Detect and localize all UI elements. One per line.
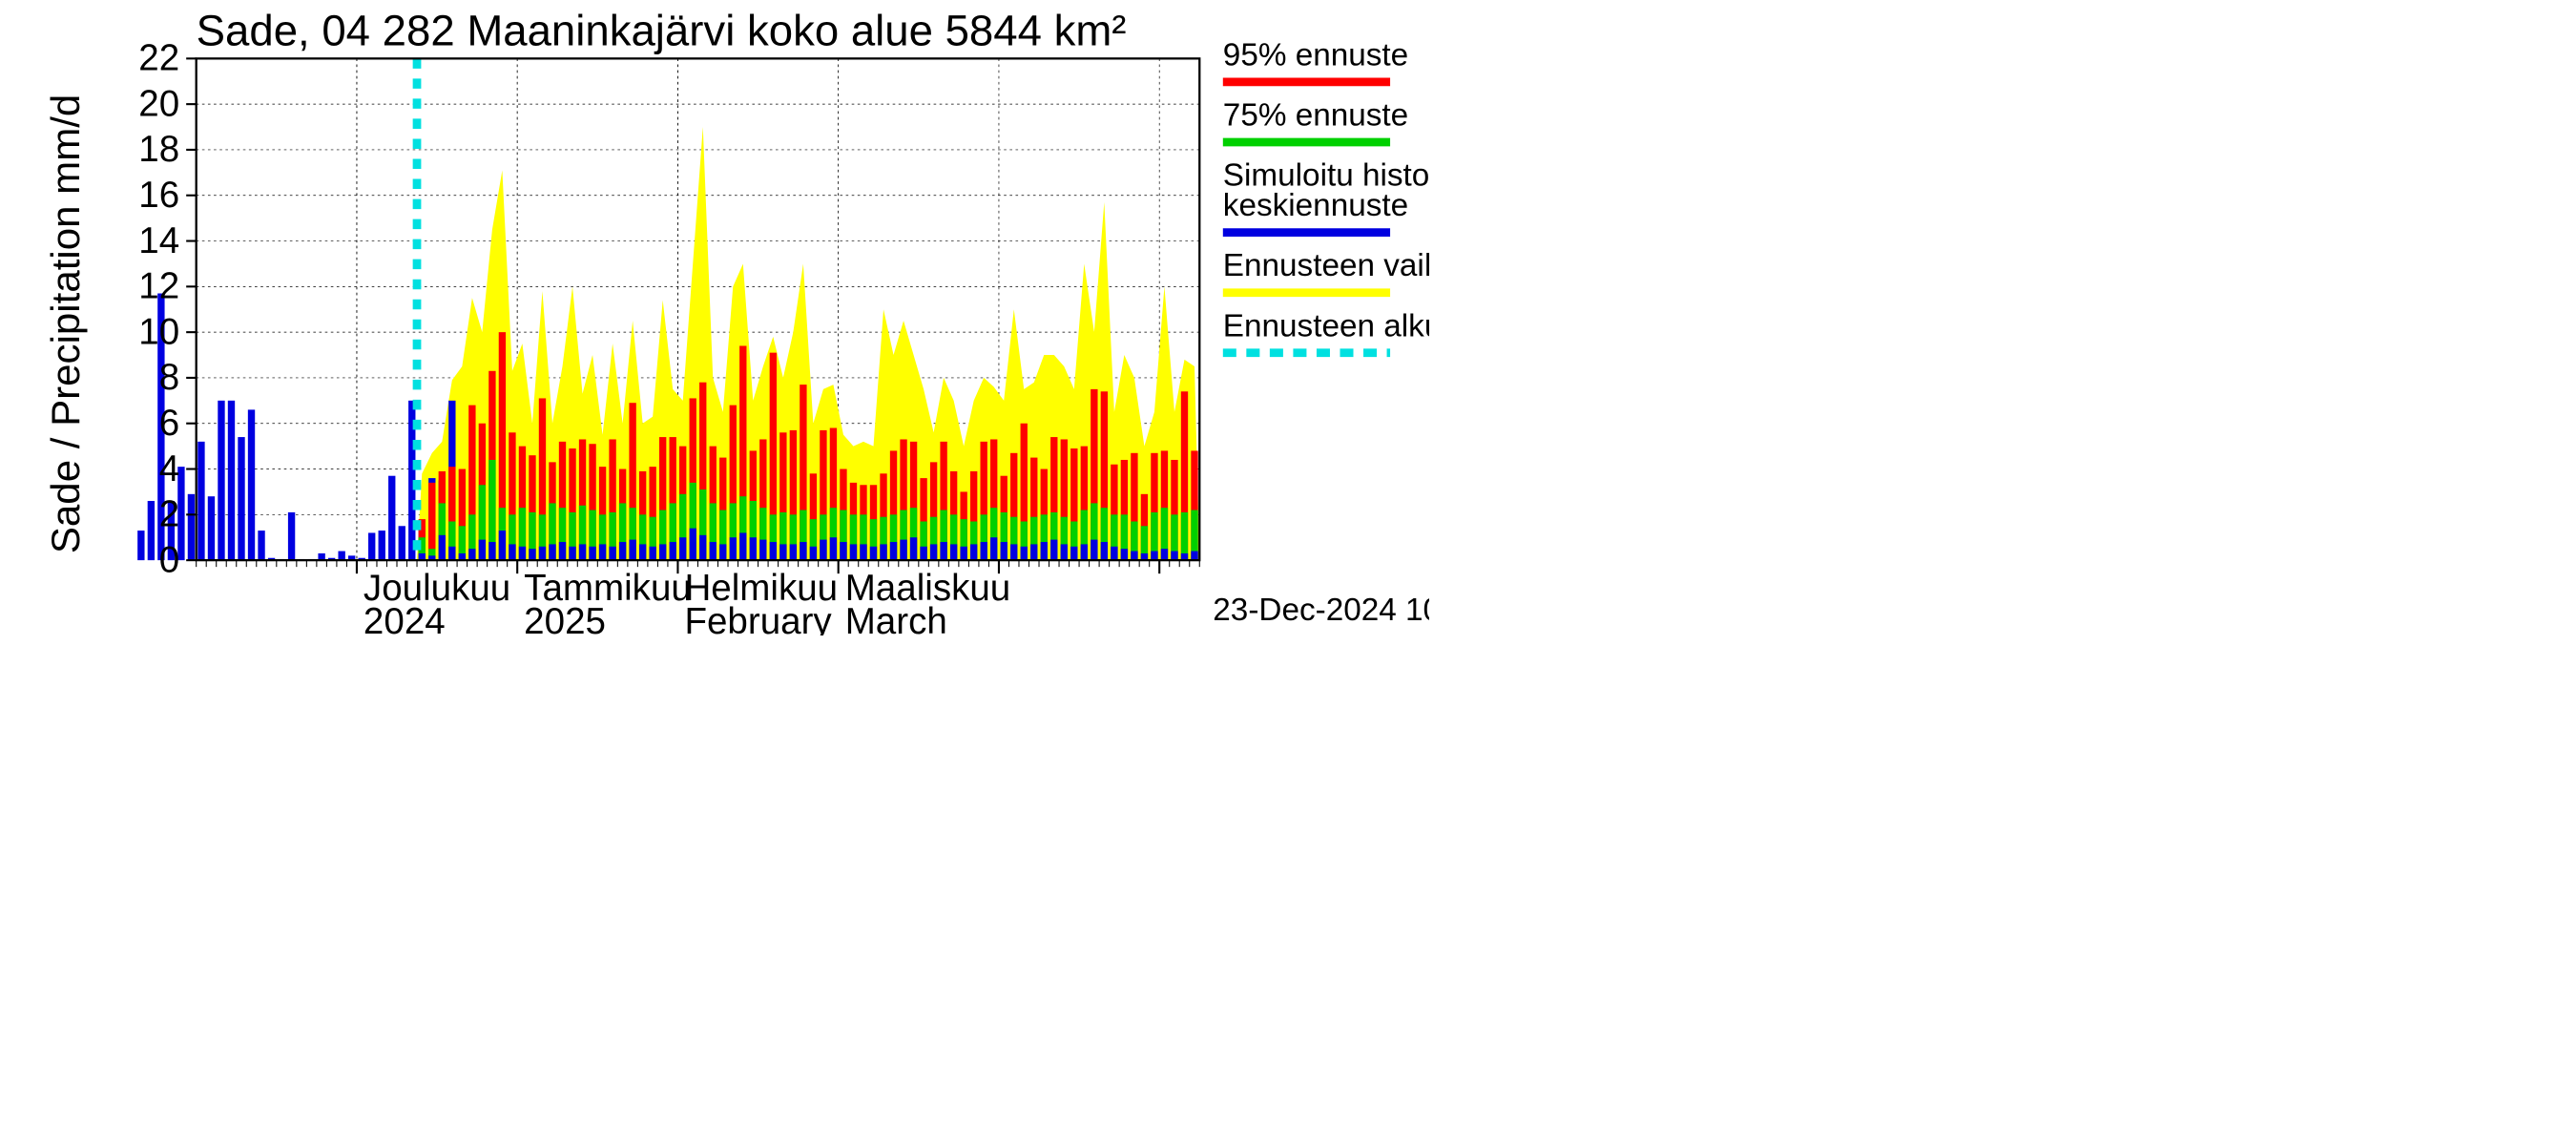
svg-text:10: 10: [138, 311, 179, 352]
svg-text:Ennusteen alku: Ennusteen alku: [1223, 308, 1429, 344]
svg-text:2024: 2024: [364, 601, 446, 635]
svg-text:keskiennuste: keskiennuste: [1223, 188, 1408, 223]
svg-text:2025: 2025: [524, 601, 606, 635]
svg-text:Ennusteen vaihteluväli: Ennusteen vaihteluväli: [1223, 248, 1429, 283]
svg-text:16: 16: [138, 175, 179, 216]
svg-text:6: 6: [159, 403, 179, 444]
svg-text:14: 14: [138, 220, 179, 261]
svg-text:4: 4: [159, 448, 179, 489]
chart-title: Sade, 04 282 Maaninkajärvi koko alue 584…: [197, 6, 1127, 54]
y-axis-label: Sade / Precipitation mm/d: [43, 94, 88, 553]
svg-text:22: 22: [138, 38, 179, 79]
svg-text:0: 0: [159, 539, 179, 580]
svg-text:12: 12: [138, 266, 179, 307]
precipitation-forecast-chart: 0246810121416182022Joulukuu2024Tammikuu2…: [0, 0, 1429, 635]
svg-text:March: March: [845, 601, 947, 635]
svg-text:20: 20: [138, 83, 179, 124]
svg-text:18: 18: [138, 129, 179, 170]
svg-text:95% ennuste: 95% ennuste: [1223, 37, 1408, 73]
svg-text:75% ennuste: 75% ennuste: [1223, 97, 1408, 133]
svg-text:2: 2: [159, 494, 179, 535]
chart-svg: 0246810121416182022Joulukuu2024Tammikuu2…: [0, 0, 1429, 635]
chart-footer: 23-Dec-2024 10:04 WSFS-O: [1213, 593, 1429, 628]
svg-text:8: 8: [159, 357, 179, 398]
svg-text:February: February: [684, 601, 832, 635]
